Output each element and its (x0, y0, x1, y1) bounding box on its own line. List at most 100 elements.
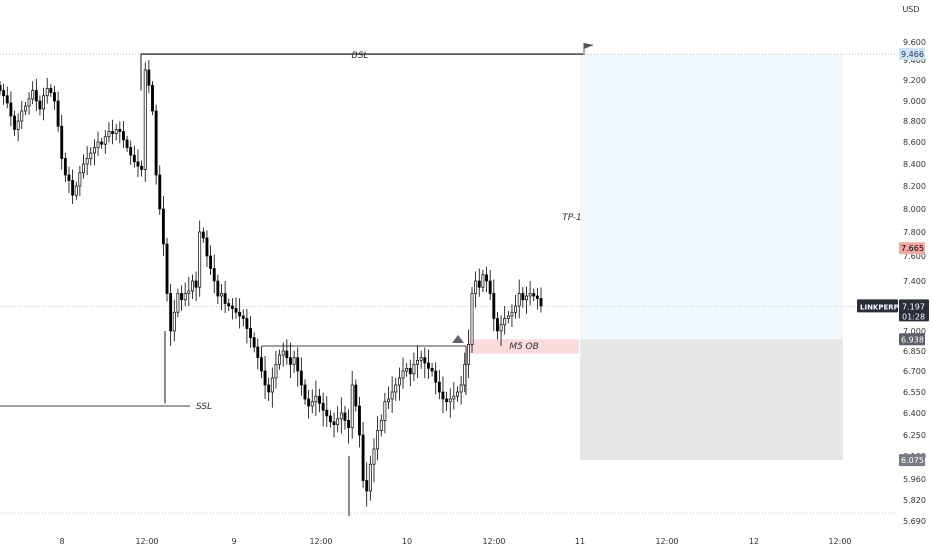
candle-body (405, 367, 409, 372)
candle-body (343, 412, 347, 421)
candle-body (390, 391, 394, 400)
candle-body (140, 165, 144, 170)
candle-body (303, 384, 307, 400)
candle-body (477, 280, 481, 288)
entry-price-badge-bg (899, 333, 925, 346)
candle-body (358, 405, 361, 436)
candle-body (321, 402, 325, 411)
y-tick-label: 7.800 (903, 228, 926, 237)
y-tick-label: 9.000 (903, 97, 926, 106)
candle-body (532, 293, 536, 297)
candle-body (525, 295, 528, 301)
candle-body (510, 311, 514, 317)
candle-body (129, 147, 133, 156)
x-tick-label: 10 (402, 537, 412, 546)
candle-body (245, 318, 249, 329)
candle-body (194, 280, 198, 288)
candle-body (408, 367, 412, 375)
candle-body (154, 110, 158, 176)
candle-body (310, 401, 314, 407)
candle-body (267, 384, 271, 393)
candle-body (13, 115, 16, 130)
candle-body (114, 129, 118, 134)
candle-body (31, 90, 35, 100)
candle-body (441, 391, 445, 400)
candle-body (256, 346, 260, 359)
ssl-label: SSL (196, 402, 212, 412)
candle-body (241, 315, 245, 319)
loss-zone (580, 339, 843, 461)
candle-body (71, 180, 75, 196)
candle-body (339, 412, 343, 420)
candle-body (201, 231, 205, 239)
candle-body (234, 308, 238, 313)
candle-body (107, 131, 111, 138)
y-tick-label: 9.200 (903, 76, 926, 85)
candle-body (347, 419, 351, 429)
candle-body (111, 131, 114, 134)
candle-body (383, 401, 387, 421)
candle-body (307, 398, 311, 407)
candle-body (92, 147, 96, 154)
candle-body (296, 357, 300, 372)
y-tick-label: 8.400 (903, 160, 926, 169)
candle-body (427, 362, 430, 369)
symbol-badge: LINKPERP (860, 303, 899, 311)
candle-body (492, 293, 496, 319)
candle-body (125, 139, 129, 148)
candle-body (5, 95, 9, 104)
candle-body (361, 434, 365, 481)
candle-body (56, 100, 60, 127)
y-tick-label: 7.000 (903, 327, 926, 336)
candle-body (430, 367, 434, 372)
candle-body (539, 298, 543, 307)
y-tick-label: 8.800 (903, 117, 926, 126)
candle-body (190, 280, 194, 292)
y-tick-label: 8.600 (903, 138, 926, 147)
y-tick-label: 7.400 (903, 277, 926, 286)
candle-body (336, 418, 340, 426)
candle-body (183, 293, 187, 301)
candle-body (96, 141, 100, 148)
entry-price-badge: 6.938 (901, 335, 924, 344)
candle-body (223, 293, 227, 304)
candle-body (212, 268, 216, 282)
bsl-price-badge-bg (899, 48, 925, 61)
y-tick-label: 8.200 (903, 182, 926, 191)
x-tick-label: 12:00 (482, 537, 505, 546)
candle-body (299, 370, 303, 386)
candles (0, 60, 543, 507)
candle-body (220, 293, 223, 297)
candle-body (209, 255, 213, 269)
x-tick-label: 9 (231, 537, 236, 546)
candle-body (60, 125, 64, 159)
candle-body (325, 409, 329, 417)
candle-body (198, 231, 202, 288)
candle-body (158, 174, 162, 210)
candle-body (34, 90, 38, 102)
candle-body (9, 102, 13, 117)
candle-body (143, 69, 147, 170)
countdown-label: 01:28 (902, 312, 925, 321)
candle-body (416, 359, 419, 365)
candle-body (437, 381, 441, 393)
candle-body (495, 318, 499, 332)
candle-body (528, 293, 532, 297)
candle-body (161, 208, 165, 245)
candle-body (387, 398, 390, 403)
candle-body (350, 384, 354, 429)
candle-body (470, 293, 474, 345)
candle-body (180, 293, 183, 301)
candle-body (238, 311, 242, 317)
candle-body (122, 131, 125, 141)
candle-body (372, 448, 376, 465)
candle-body (20, 110, 24, 122)
candle-body (176, 293, 180, 313)
candle-body (2, 90, 6, 97)
candle-body (448, 398, 452, 403)
x-tick-label: 12:00 (655, 537, 678, 546)
candle-body (252, 337, 256, 348)
candle-body (318, 395, 321, 404)
y-tick-label: 5.960 (903, 475, 926, 484)
